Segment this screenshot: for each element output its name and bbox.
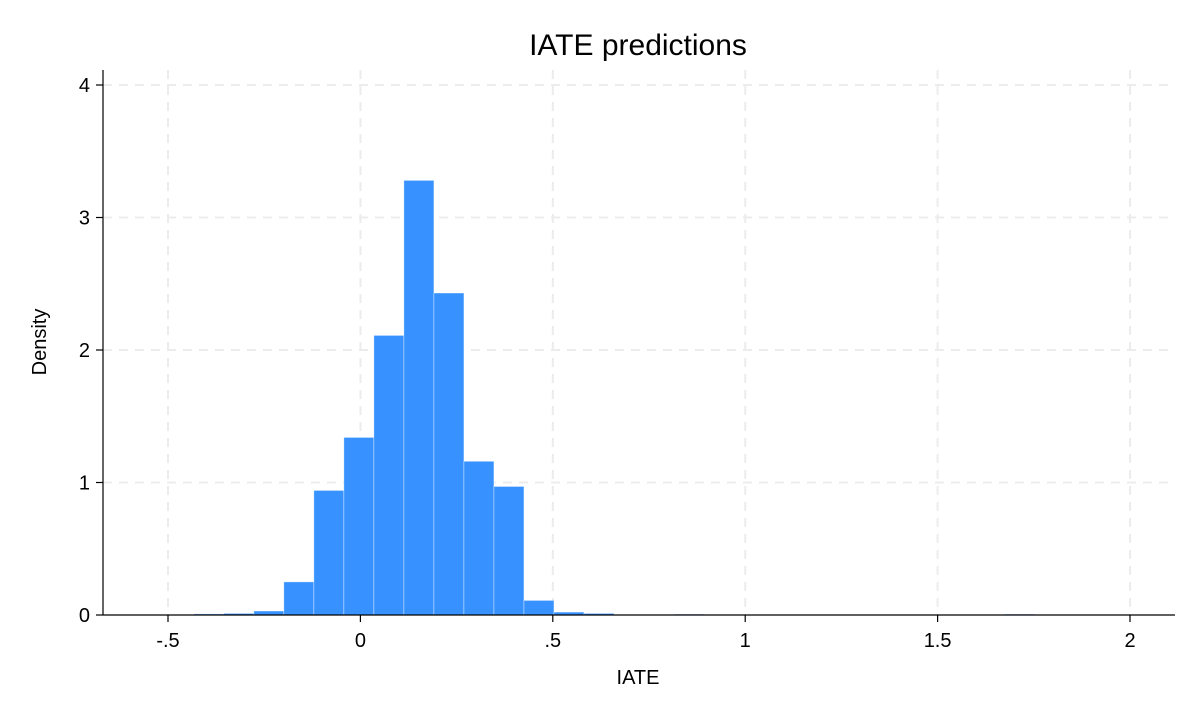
histogram-bar	[373, 335, 405, 616]
histogram-bar	[403, 179, 435, 616]
x-tick-label: 1	[740, 630, 751, 652]
axis-ticks: -.5 0 .5 1 1.5 2 0 1 2 3 4	[79, 75, 1136, 652]
x-tick-label: .5	[544, 630, 561, 652]
x-axis-label: IATE	[617, 667, 660, 689]
y-tick-label: 0	[79, 605, 90, 627]
x-tick-label: 1.5	[924, 630, 952, 652]
histogram-bar	[343, 437, 375, 616]
x-tick-label: -.5	[156, 630, 179, 652]
y-tick-label: 3	[79, 208, 90, 230]
x-tick-label: 2	[1124, 630, 1135, 652]
y-tick-label: 4	[79, 75, 90, 97]
histogram-bar	[313, 490, 345, 616]
histogram-bar	[463, 460, 495, 616]
gridlines	[103, 70, 1175, 615]
x-tick-label: 0	[355, 630, 366, 652]
histogram-bar	[433, 292, 465, 616]
y-tick-label: 2	[79, 340, 90, 362]
chart-title: IATE predictions	[529, 29, 747, 62]
y-tick-label: 1	[79, 473, 90, 495]
axes	[102, 70, 1175, 616]
histogram-bar	[283, 581, 315, 616]
histogram-bars	[193, 179, 1035, 616]
histogram-bar	[493, 486, 525, 616]
y-axis-label: Density	[29, 309, 51, 376]
histogram-bar	[523, 600, 555, 616]
